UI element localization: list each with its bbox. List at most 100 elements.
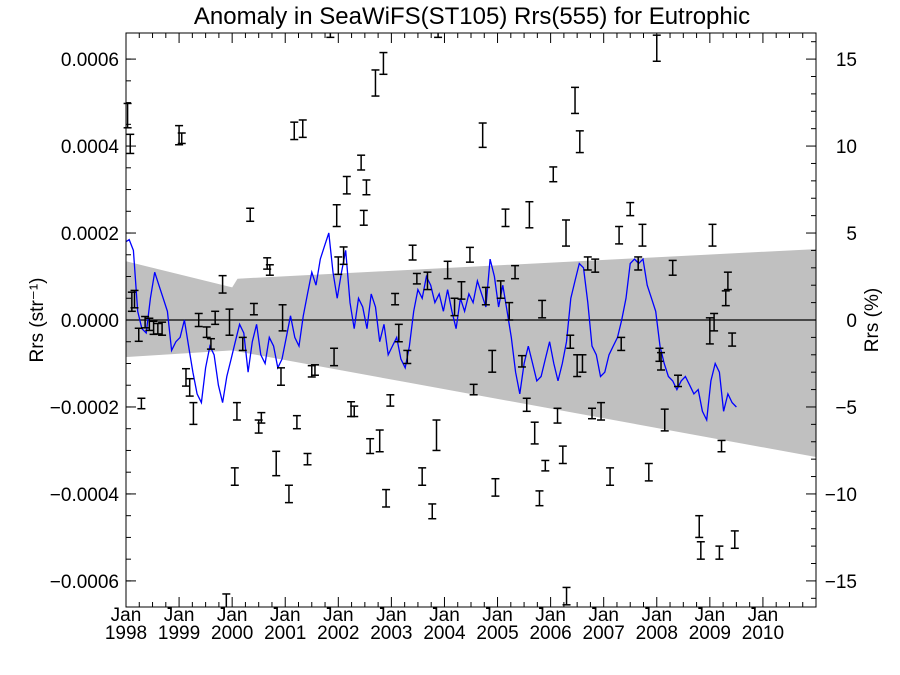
error-bar-point: [332, 204, 341, 228]
error-bar-point: [292, 414, 301, 430]
error-bar-point: [330, 347, 339, 367]
error-bar-point: [362, 179, 371, 196]
x-tick-label-month: Jan: [641, 605, 672, 626]
error-bar-point: [189, 401, 198, 426]
error-bar-point: [443, 260, 452, 280]
error-bar-point: [505, 301, 514, 321]
error-bar-point: [257, 411, 266, 424]
y-left-tick-label: 0.0004: [61, 137, 120, 158]
error-bar-point: [412, 272, 421, 285]
error-bar-point: [535, 490, 544, 507]
error-bar-point: [655, 347, 664, 363]
error-bar-point: [541, 459, 550, 472]
error-bar-point: [638, 223, 647, 247]
error-bar-point: [394, 323, 403, 343]
error-bar-point: [158, 321, 167, 336]
x-tick-label-month: Jan: [482, 605, 513, 626]
error-bar-point: [298, 119, 307, 139]
x-tick-label-month: Jan: [429, 605, 460, 626]
x-tick-label-year: 2002: [317, 623, 359, 644]
error-bar-point: [334, 256, 343, 276]
error-bar-point: [211, 310, 220, 326]
error-bar-point: [525, 200, 534, 229]
error-bar-point: [366, 437, 375, 455]
x-tick-label-year: 2008: [636, 623, 678, 644]
error-bar-point: [591, 258, 600, 273]
y-right-tick-label: −5: [835, 398, 857, 419]
error-bar-point: [153, 322, 162, 335]
error-bar-point: [326, 33, 335, 39]
error-bar-point: [668, 259, 677, 276]
x-tick-label-year: 2006: [529, 623, 571, 644]
x-tick-label-month: Jan: [588, 605, 619, 626]
error-bar-point: [457, 280, 466, 300]
error-bar-point: [225, 308, 234, 336]
y-right-tick-label: 10: [836, 137, 857, 158]
error-bar-point: [137, 397, 146, 410]
x-tick-label-year: 1998: [105, 623, 147, 644]
error-bar-point: [130, 289, 139, 309]
y-axis-label-left: Rrs (str⁻¹): [27, 278, 48, 363]
error-bar-point: [708, 223, 717, 247]
y-left-tick-label: 0.0002: [61, 224, 119, 245]
error-bar-point: [710, 312, 719, 332]
error-bar-point: [450, 297, 459, 317]
error-bar-point: [126, 133, 135, 155]
error-bar-point: [408, 244, 417, 261]
error-bar-point: [517, 354, 526, 368]
error-bar-point: [562, 219, 571, 247]
error-bar-point: [538, 299, 547, 319]
error-bar-point: [181, 367, 190, 387]
error-bar-point: [721, 290, 730, 307]
error-bar-point: [232, 401, 241, 421]
error-bar-point: [177, 132, 186, 145]
x-tick-label-year: 2009: [689, 623, 731, 644]
error-bar-point: [511, 264, 520, 280]
error-bar-point: [615, 225, 624, 245]
error-bar-point: [465, 246, 474, 263]
error-bar-point: [491, 477, 500, 497]
error-bar-point: [206, 337, 215, 350]
x-tick-label-month: Jan: [270, 605, 301, 626]
series-line: [125, 232, 737, 423]
x-tick-label-year: 2005: [476, 623, 518, 644]
error-bar-point: [265, 264, 274, 276]
error-bar-point: [222, 593, 231, 607]
error-bar-point: [717, 439, 726, 453]
error-bar-point: [558, 445, 567, 465]
error-bar-point: [728, 332, 737, 347]
error-bar-point: [375, 429, 384, 453]
y-right-tick-label: −15: [825, 572, 857, 593]
error-bar-point: [588, 407, 597, 420]
y-left-tick-label: 0.0006: [61, 50, 119, 71]
error-bar-point: [342, 175, 351, 195]
y-right-tick-label: 0: [846, 311, 857, 332]
error-bar-point: [272, 450, 281, 477]
error-bar-point: [432, 419, 441, 452]
error-bar-point: [469, 383, 478, 396]
y-left-tick-label: −0.0004: [50, 485, 120, 506]
error-bar-point: [715, 545, 724, 560]
error-bar-point: [644, 462, 653, 482]
error-bar-point: [418, 467, 427, 486]
x-tick-label-year: 1999: [158, 623, 200, 644]
error-bar-point: [695, 514, 704, 539]
error-bar-point: [246, 207, 255, 223]
error-bar-point: [617, 336, 626, 352]
x-tick-label-month: Jan: [695, 605, 726, 626]
error-bar-point: [357, 154, 366, 171]
error-bar-point: [674, 374, 682, 388]
error-bar-point: [238, 336, 247, 352]
y-right-tick-label: 5: [846, 224, 857, 245]
error-bar-point: [566, 334, 575, 350]
x-tick-label-month: Jan: [535, 605, 566, 626]
error-bar-point: [496, 280, 505, 300]
error-bar-point: [660, 408, 669, 432]
x-tick-label-year: 2004: [423, 623, 466, 644]
error-bar-point: [730, 530, 739, 550]
error-bar-point: [723, 271, 732, 291]
error-bar-point: [202, 326, 211, 339]
error-bar-point: [350, 405, 359, 418]
error-bar-point: [403, 349, 412, 365]
